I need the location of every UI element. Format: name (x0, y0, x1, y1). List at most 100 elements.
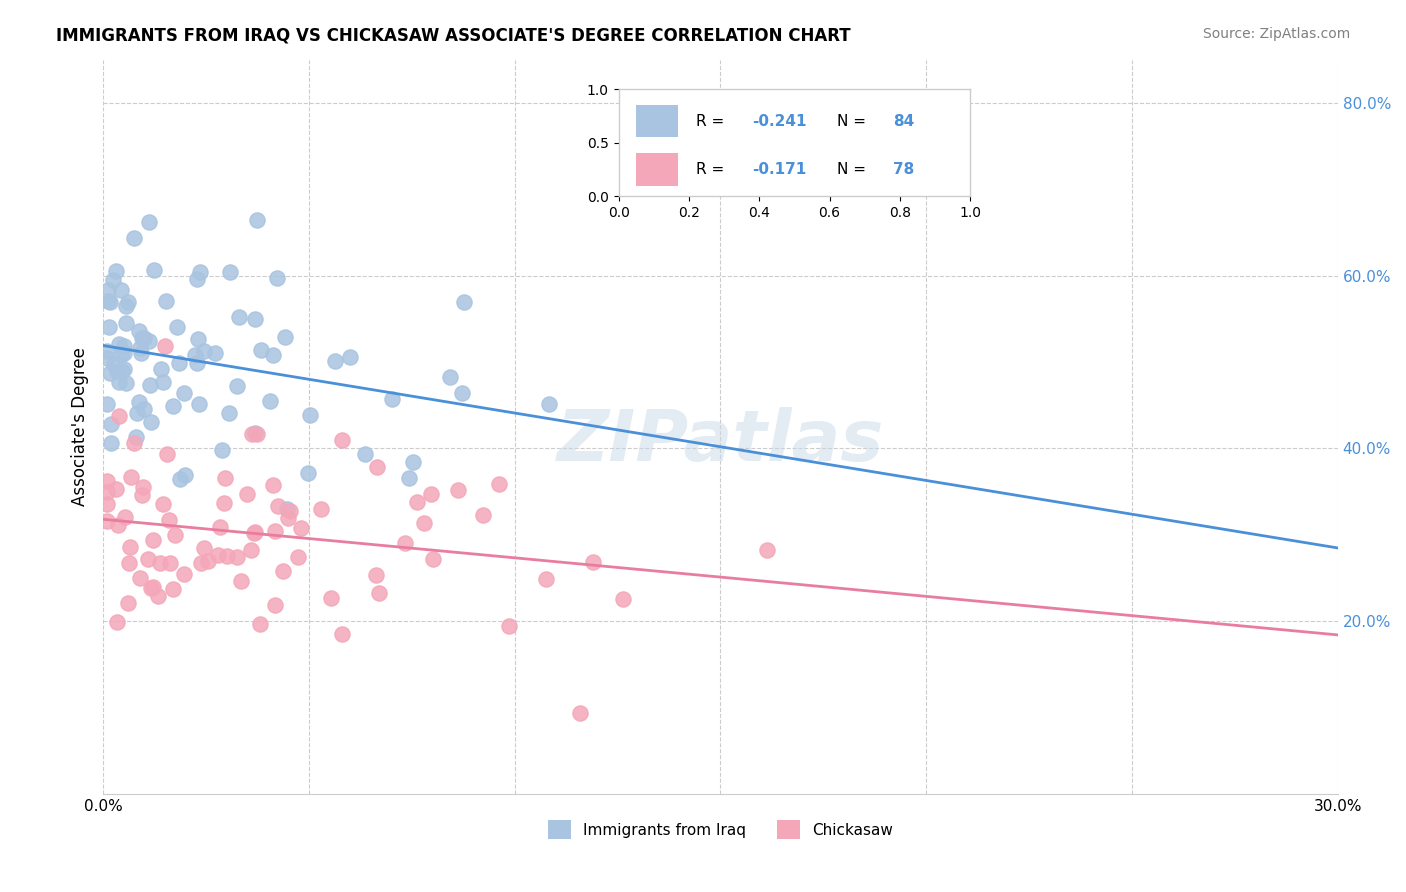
Point (136, 552, 159, 566)
Point (422, 552, 444, 566)
Point (110, 283, 132, 297)
Point (100, 436, 122, 450)
Point (471, 508, 494, 522)
Point (218, 405, 240, 419)
Point (96, 397, 118, 411)
Point (276, 502, 298, 516)
Point (245, 425, 267, 440)
Point (264, 524, 287, 539)
Point (118, 541, 141, 555)
Point (128, 324, 150, 338)
Text: R =: R = (696, 162, 730, 177)
Point (309, 502, 332, 516)
Point (536, 572, 558, 586)
Point (229, 574, 252, 588)
Point (498, 619, 520, 633)
Point (129, 346, 152, 360)
Point (243, 312, 266, 326)
Point (332, 627, 354, 641)
Point (756, 543, 779, 558)
Point (226, 550, 249, 565)
Y-axis label: Associate's Degree: Associate's Degree (72, 347, 89, 507)
Point (128, 571, 150, 585)
Point (105, 364, 128, 378)
Text: Source: ZipAtlas.com: Source: ZipAtlas.com (1202, 27, 1350, 41)
Point (406, 494, 429, 508)
Point (394, 536, 416, 550)
Point (259, 394, 281, 409)
Point (134, 331, 156, 345)
Point (152, 375, 174, 389)
Point (112, 362, 135, 376)
Point (146, 590, 169, 604)
Point (100, 417, 122, 431)
Point (186, 356, 208, 370)
Point (321, 591, 343, 605)
Point (419, 487, 441, 501)
Point (214, 471, 236, 485)
Point (246, 426, 269, 441)
Point (278, 504, 301, 518)
Point (537, 397, 560, 411)
Point (398, 471, 420, 485)
Point (271, 565, 294, 579)
Point (103, 357, 125, 371)
Point (107, 337, 129, 351)
Point (364, 568, 387, 582)
Point (190, 556, 212, 570)
Point (128, 394, 150, 409)
Point (97, 283, 120, 297)
Point (165, 528, 187, 542)
Point (96, 351, 118, 366)
Point (96, 474, 118, 488)
Point (117, 556, 139, 570)
Point (453, 295, 475, 310)
FancyBboxPatch shape (637, 153, 678, 186)
Text: N =: N = (837, 114, 870, 128)
Point (142, 263, 165, 277)
Point (569, 706, 592, 720)
Point (107, 375, 129, 389)
Point (582, 556, 605, 570)
FancyBboxPatch shape (637, 105, 678, 137)
Point (117, 294, 139, 309)
Text: 84: 84 (893, 114, 914, 128)
Point (124, 435, 146, 450)
Point (246, 212, 269, 227)
Point (228, 310, 250, 325)
Text: -0.171: -0.171 (752, 162, 807, 177)
Point (155, 294, 177, 309)
Point (132, 401, 155, 416)
Point (131, 331, 153, 345)
Point (120, 470, 142, 484)
Point (366, 459, 388, 474)
Point (141, 415, 163, 429)
Point (209, 519, 232, 533)
Point (451, 386, 474, 401)
Point (277, 511, 299, 525)
Point (339, 350, 361, 364)
Point (125, 406, 148, 420)
Point (104, 483, 127, 497)
Point (131, 488, 153, 502)
Point (402, 455, 425, 469)
Point (112, 338, 135, 352)
Point (107, 518, 129, 533)
Point (129, 341, 152, 355)
Point (150, 362, 173, 376)
Point (190, 265, 212, 279)
Point (204, 345, 226, 359)
Point (122, 231, 145, 245)
Point (169, 472, 191, 486)
Point (96, 497, 118, 511)
Point (139, 581, 162, 595)
Point (266, 270, 288, 285)
Point (98, 294, 121, 309)
Point (114, 509, 136, 524)
Point (142, 580, 165, 594)
Point (104, 264, 127, 278)
Point (98, 320, 121, 334)
Point (125, 430, 148, 444)
Point (323, 354, 346, 368)
Point (186, 272, 208, 286)
